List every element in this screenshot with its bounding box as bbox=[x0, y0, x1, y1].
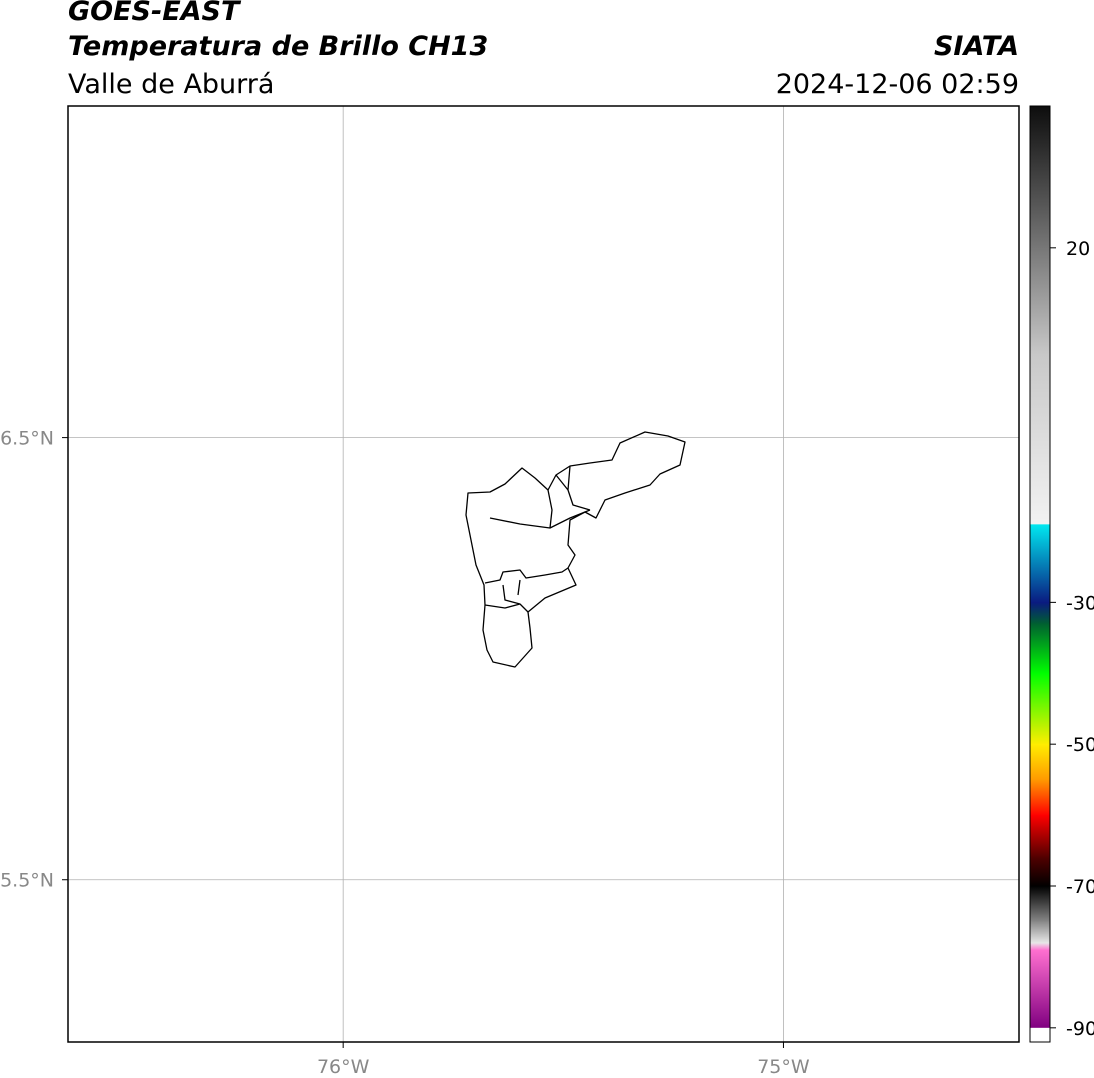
colorbar-segment bbox=[1030, 247, 1050, 355]
colorbar-tick-label: -70 bbox=[1066, 876, 1094, 898]
inner-boundaries bbox=[484, 465, 591, 613]
colorbar-tick-label: -90 bbox=[1066, 1018, 1094, 1040]
colorbar-segment bbox=[1030, 857, 1050, 887]
subtitle: Temperatura de Brillo CH13 bbox=[68, 31, 488, 62]
colorbar-segment bbox=[1030, 886, 1050, 922]
colorbar-segment bbox=[1030, 623, 1050, 674]
colorbar-segment bbox=[1030, 602, 1050, 625]
grid bbox=[68, 106, 1019, 1042]
region-outline bbox=[465, 431, 686, 668]
region: Valle de Aburrá bbox=[68, 69, 274, 100]
y-tick-label: 6.5°N bbox=[0, 428, 54, 450]
map-frame bbox=[67, 105, 1020, 1043]
colorbar-segment bbox=[1030, 921, 1050, 944]
colorbar-segment bbox=[1030, 949, 1050, 1029]
x-tick-label: 76°W bbox=[317, 1056, 370, 1078]
colorbar-segment bbox=[1030, 815, 1050, 859]
colorbar-frame bbox=[1029, 105, 1051, 1043]
title: GOES-EAST bbox=[68, 0, 242, 27]
colorbar-tick-label: 20 bbox=[1066, 238, 1090, 260]
colorbar-segment bbox=[1030, 942, 1050, 951]
colorbar-segment bbox=[1030, 524, 1050, 603]
outer-boundary bbox=[465, 431, 686, 668]
colorbar bbox=[1030, 106, 1050, 1043]
colorbar-segment bbox=[1030, 106, 1050, 249]
colorbar-segment bbox=[1030, 744, 1050, 781]
colorbar-tick-label: -30 bbox=[1066, 592, 1094, 614]
timestamp: 2024-12-06 02:59 bbox=[776, 69, 1019, 100]
colorbar-tick-label: -50 bbox=[1066, 734, 1094, 756]
colorbar-segment bbox=[1030, 354, 1050, 525]
x-tick-label: 75°W bbox=[757, 1056, 810, 1078]
source: SIATA bbox=[934, 31, 1019, 62]
y-tick-label: 5.5°N bbox=[0, 870, 54, 892]
colorbar-segment bbox=[1030, 673, 1050, 745]
colorbar-segment bbox=[1030, 779, 1050, 816]
colorbar-segment bbox=[1030, 1027, 1050, 1043]
